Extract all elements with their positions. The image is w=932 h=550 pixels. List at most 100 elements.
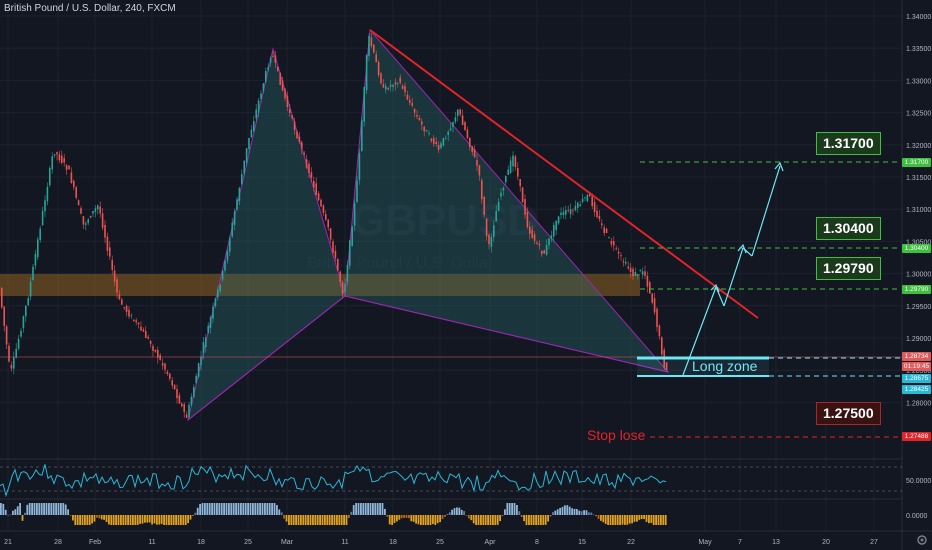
candle-body bbox=[176, 389, 178, 399]
osc-bar bbox=[518, 511, 521, 515]
candle-body bbox=[569, 209, 572, 215]
target1-callout[interactable]: 1.31700 bbox=[816, 132, 881, 155]
candle-body bbox=[435, 141, 437, 144]
osc-bar bbox=[297, 515, 300, 525]
osc-bar bbox=[547, 515, 549, 522]
candle-body bbox=[656, 308, 658, 328]
candle-body bbox=[142, 329, 145, 332]
osc-bar bbox=[268, 503, 271, 515]
osc-bar bbox=[156, 515, 158, 525]
osc-bar bbox=[136, 515, 139, 525]
candle-body bbox=[653, 298, 656, 313]
candle-body bbox=[459, 109, 461, 115]
osc-bar bbox=[88, 515, 91, 525]
osc-bar bbox=[427, 515, 429, 525]
osc-bar bbox=[192, 515, 194, 517]
candle-body bbox=[613, 241, 615, 246]
osc-bar bbox=[175, 515, 177, 525]
resistance-zone[interactable] bbox=[0, 274, 640, 296]
rsi-pane[interactable] bbox=[0, 464, 902, 498]
candle-body bbox=[260, 93, 262, 99]
osc-bar bbox=[273, 503, 276, 515]
candle-body bbox=[279, 72, 281, 86]
symbol-title[interactable]: British Pound / U.S. Dollar, 240, FXCM bbox=[4, 3, 176, 14]
candle-body bbox=[337, 258, 339, 271]
oscillator-histogram[interactable] bbox=[0, 503, 667, 525]
osc-bar bbox=[434, 515, 437, 525]
candle-body bbox=[320, 199, 322, 207]
candle-body bbox=[536, 242, 538, 245]
osc-bar bbox=[648, 515, 650, 524]
osc-bar bbox=[16, 506, 19, 515]
candle-body bbox=[236, 199, 238, 210]
osc-bar bbox=[165, 515, 168, 525]
candle-body bbox=[428, 133, 430, 135]
osc-bar bbox=[624, 515, 626, 525]
osc-bar bbox=[655, 515, 657, 525]
osc-bar bbox=[9, 514, 12, 516]
osc-bar bbox=[237, 503, 240, 515]
candle-body bbox=[370, 37, 373, 47]
candle-body bbox=[193, 387, 195, 398]
osc-bar bbox=[367, 503, 369, 515]
candle-body bbox=[361, 120, 363, 152]
osc-bar bbox=[345, 515, 348, 525]
gear-icon[interactable] bbox=[915, 533, 929, 547]
osc-bar bbox=[285, 515, 288, 522]
target2-callout[interactable]: 1.30400 bbox=[816, 217, 881, 240]
candle-body bbox=[356, 180, 358, 203]
candle-body bbox=[77, 200, 80, 206]
osc-bar bbox=[412, 515, 415, 522]
candle-body bbox=[265, 70, 267, 82]
watermark-symbol: GBPUSD bbox=[351, 196, 539, 245]
candle-body bbox=[617, 251, 620, 254]
candle-body bbox=[135, 320, 137, 323]
osc-bar bbox=[81, 515, 84, 525]
osc-bar bbox=[64, 504, 67, 515]
candle-body bbox=[140, 326, 142, 331]
candle-body bbox=[502, 187, 505, 191]
osc-bar bbox=[288, 515, 290, 525]
osc-bar bbox=[127, 515, 129, 525]
candle-body bbox=[649, 282, 651, 294]
osc-bar bbox=[19, 503, 21, 515]
candle-body bbox=[574, 205, 577, 211]
stop-callout[interactable]: 1.27500 bbox=[816, 402, 881, 425]
candle-body bbox=[181, 403, 183, 407]
candle-body bbox=[646, 275, 649, 287]
resistance-trendline[interactable] bbox=[369, 29, 759, 319]
osc-bar bbox=[465, 515, 468, 516]
osc-bar bbox=[602, 515, 605, 523]
osc-bar bbox=[146, 515, 149, 523]
osc-bar bbox=[180, 515, 182, 525]
osc-bar bbox=[290, 515, 293, 525]
candle-body bbox=[557, 216, 560, 224]
candle-body bbox=[13, 357, 15, 369]
time-tick: 11 bbox=[341, 539, 348, 546]
harmonic-pattern[interactable] bbox=[187, 28, 670, 422]
osc-bar bbox=[74, 515, 77, 525]
target3-callout[interactable]: 1.29790 bbox=[816, 257, 881, 280]
osc-bar bbox=[576, 509, 578, 515]
price-label-target1: 1.31700 bbox=[902, 158, 931, 167]
osc-bar bbox=[451, 509, 453, 515]
osc-bar bbox=[324, 515, 326, 525]
price-axis[interactable]: 1.34000 1.33500 1.33000 1.32500 1.32000 1.315… bbox=[906, 14, 931, 407]
candle-body bbox=[485, 218, 488, 237]
osc-bar bbox=[93, 515, 96, 522]
candle-body bbox=[469, 137, 471, 147]
projection-path[interactable] bbox=[682, 161, 784, 376]
candle-body bbox=[267, 67, 269, 71]
osc-bar bbox=[400, 515, 403, 519]
candle-body bbox=[368, 36, 370, 56]
osc-bar bbox=[84, 515, 86, 525]
candle-body bbox=[65, 165, 68, 170]
candle-body bbox=[214, 298, 217, 307]
candle-body bbox=[351, 226, 353, 247]
time-axis[interactable]: 21 28 Feb 11 18 25 Mar 11 18 25 Apr 8 15 22 May 7 13 20 27 bbox=[4, 539, 878, 546]
osc-bar bbox=[408, 515, 410, 519]
long-zone[interactable] bbox=[637, 356, 900, 377]
osc-bar bbox=[609, 515, 612, 525]
candle-body bbox=[85, 223, 87, 225]
